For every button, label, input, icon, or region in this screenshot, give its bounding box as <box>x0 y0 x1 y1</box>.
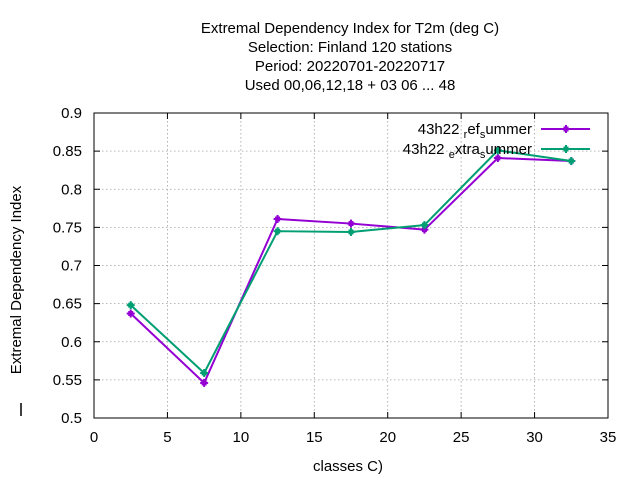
y-tick-label: 0.7 <box>61 258 82 275</box>
title-line-1: Extremal Dependency Index for T2m (deg C… <box>201 20 499 37</box>
y-tick-label: 0.5 <box>61 410 82 427</box>
x-tick-label: 10 <box>233 429 250 446</box>
data-point <box>126 301 135 310</box>
data-point <box>420 221 429 230</box>
title-line-4: Used 00,06,12,18 + 03 06 ... 48 <box>245 77 456 94</box>
data-point <box>493 153 502 162</box>
data-point <box>273 214 282 223</box>
x-tick-label: 20 <box>379 429 396 446</box>
x-tick-label: 15 <box>306 429 323 446</box>
y-axis-label: Extremal Dependency Index <box>8 185 25 374</box>
y-tick-label: 0.55 <box>53 372 82 389</box>
data-point <box>567 157 576 166</box>
x-tick-label: 30 <box>526 429 543 446</box>
y-tick-label: 0.6 <box>61 334 82 351</box>
x-tick-label: 35 <box>600 429 617 446</box>
y-tick-label: 0.8 <box>61 181 82 198</box>
y-tick-label: 0.75 <box>53 219 82 236</box>
legend-marker-2 <box>563 146 569 152</box>
legend-marker-1 <box>563 126 569 132</box>
data-point <box>347 227 355 236</box>
series-line-2 <box>130 149 572 375</box>
y-tick-label: 0.65 <box>53 296 82 313</box>
legend-label-1: 43h22 refsummer <box>418 121 532 141</box>
data-point <box>347 219 355 228</box>
data-point <box>200 369 209 378</box>
chart-title: Extremal Dependency Index for T2m (deg C… <box>201 20 499 94</box>
data-point <box>200 378 209 387</box>
data-point <box>273 227 282 236</box>
title-line-3: Period: 20220701-20220717 <box>255 58 445 75</box>
x-tick-label: 25 <box>453 429 470 446</box>
x-tick-label: 5 <box>163 429 171 446</box>
legend-label-2: 43h22 extrasummer <box>403 141 532 161</box>
x-tick-label: 0 <box>90 429 98 446</box>
title-line-2: Selection: Finland 120 stations <box>248 39 452 56</box>
axis-ticks: 0 5 10 15 20 25 30 35 0.5 0.55 0.6 0.65 0.7 0.75 0.8 0.… <box>53 105 617 446</box>
data-point <box>126 309 135 318</box>
x-axis-label: classes C) <box>313 458 383 475</box>
y-tick-label: 0.9 <box>61 105 82 122</box>
y-tick-label: 0.85 <box>53 143 82 160</box>
series-line-1 <box>130 156 572 384</box>
series-group <box>126 146 576 387</box>
grid <box>94 113 608 418</box>
data-point <box>493 146 502 155</box>
